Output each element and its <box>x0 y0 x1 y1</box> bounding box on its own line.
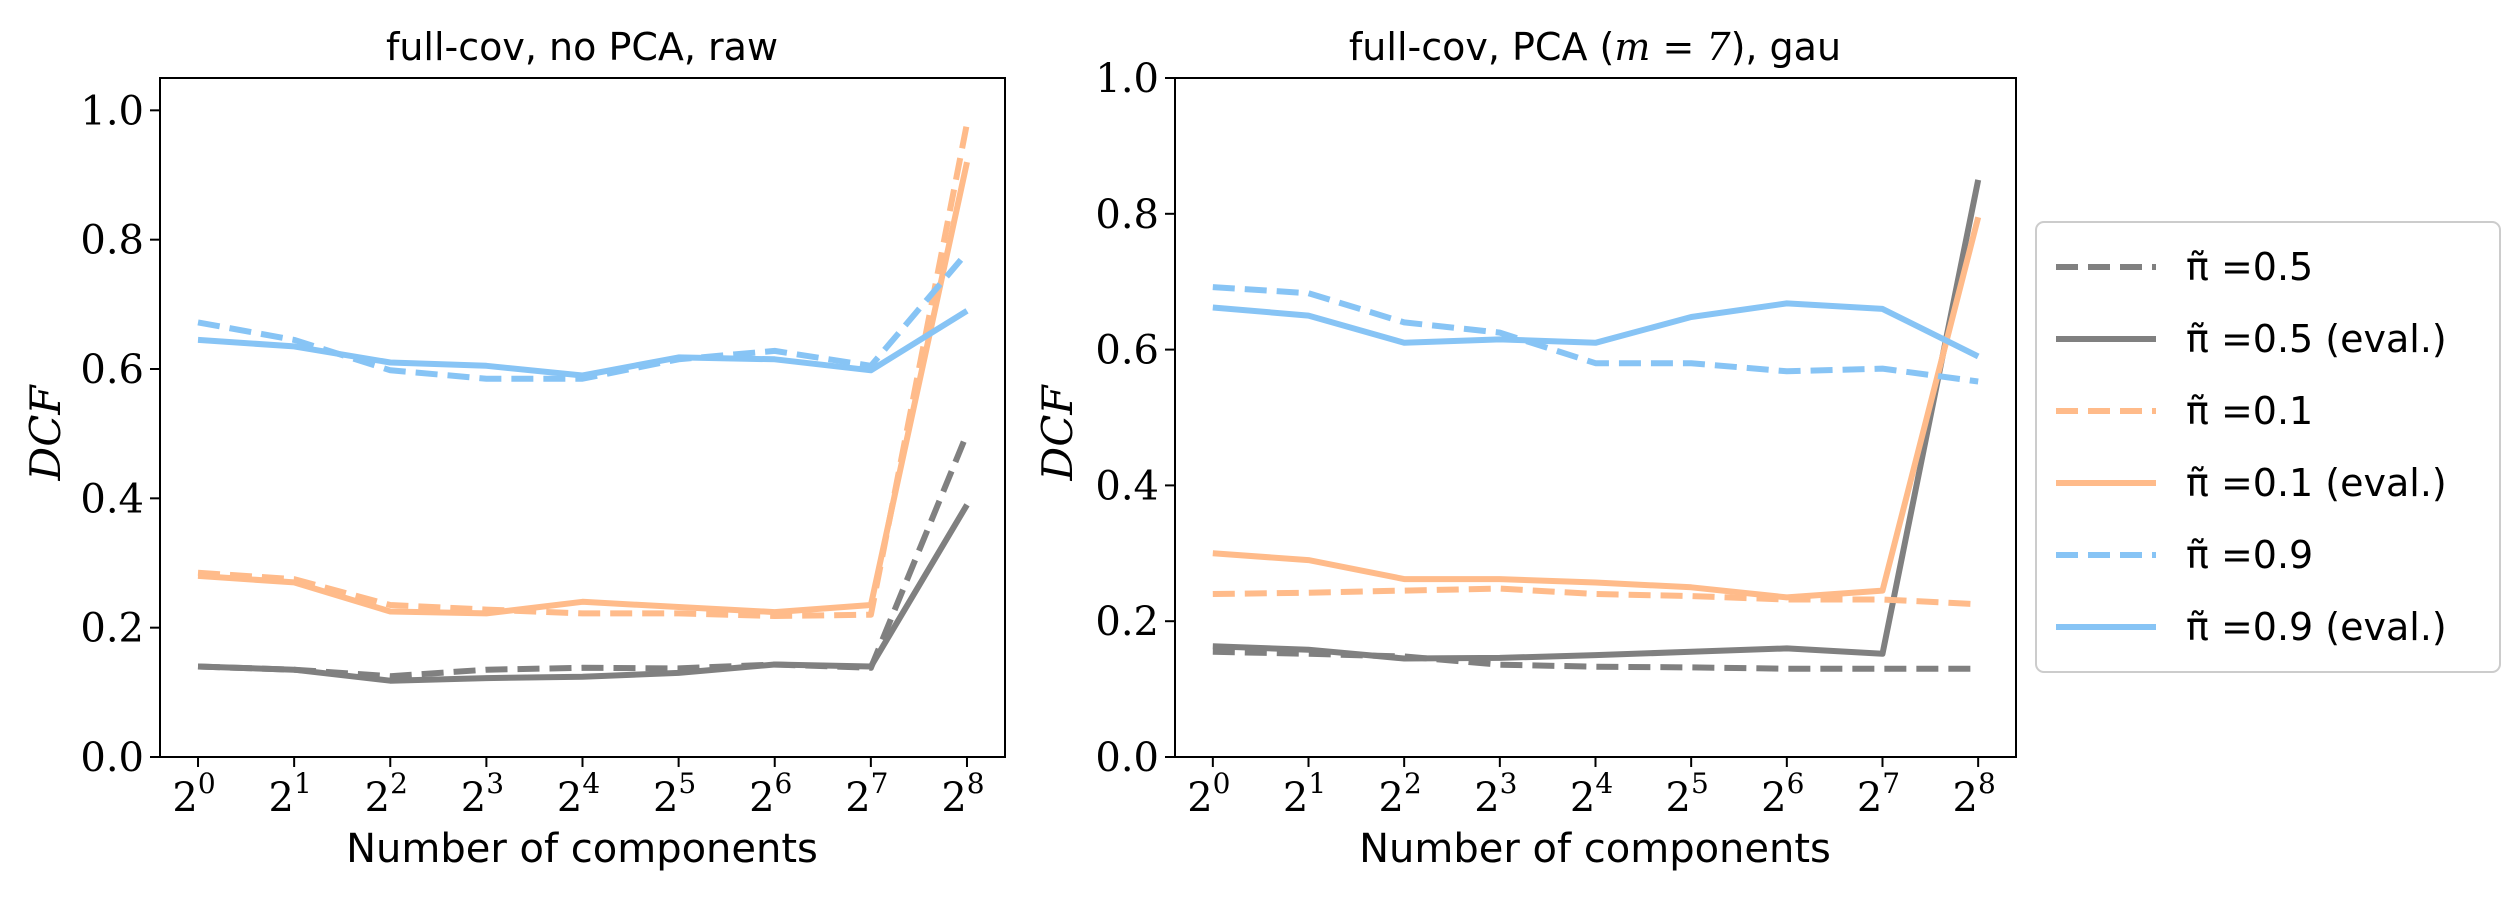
x-tick-label: 22 <box>365 767 408 821</box>
series-line-0-4 <box>197 250 970 382</box>
legend-label-2: π̃ =0.1 <box>2186 389 2313 433</box>
y-axis-label-right: DCF <box>1033 384 1082 482</box>
x-tick-label: 22 <box>1379 767 1422 821</box>
title-prefix: full-cov, PCA ( <box>1349 25 1614 69</box>
chart-panel-right: full-cov, PCA (m = 7), gau DCF Number of… <box>1033 25 2017 872</box>
series-line-0-1 <box>197 503 970 684</box>
y-tick-label: 0.6 <box>1095 328 1159 374</box>
series-line-1-1 <box>1212 179 1982 662</box>
legend-label-5: π̃ =0.9 (eval.) <box>2186 605 2447 649</box>
chart-title-right: full-cov, PCA (m = 7), gau <box>1349 25 1841 69</box>
chart-title-left: full-cov, no PCA, raw <box>386 25 778 69</box>
x-tick-label: 25 <box>653 767 696 821</box>
legend-frame <box>2035 221 2501 673</box>
series-line-1-3 <box>1212 216 1982 601</box>
x-tick-label: 28 <box>1953 767 1996 821</box>
series-line-1-4 <box>1212 284 1979 385</box>
legend-label-4: π̃ =0.9 <box>2186 533 2313 577</box>
y-tick-label: 0.2 <box>80 606 144 652</box>
series-line-0-2 <box>197 122 970 619</box>
series-line-1-5 <box>1212 300 1980 360</box>
series-line-0-5 <box>197 308 969 379</box>
title-math: m = 7 <box>1614 25 1731 69</box>
x-tick-label: 25 <box>1666 767 1709 821</box>
chart-panel-left: full-cov, no PCA, raw DCF Number of comp… <box>21 25 1006 872</box>
x-tick-label: 28 <box>941 767 984 821</box>
x-tick-label: 20 <box>172 767 215 821</box>
y-axis-label-left: DCF <box>21 384 70 482</box>
y-tick-label: 0.8 <box>1095 192 1159 238</box>
x-axis-label-right: Number of components <box>1359 826 1831 872</box>
x-tick-label: 21 <box>269 767 312 821</box>
title-suffix: ), gau <box>1731 25 1841 69</box>
x-tick-label: 24 <box>1570 767 1613 821</box>
x-axis-label-left: Number of components <box>346 826 818 872</box>
y-tick-label: 0.8 <box>80 218 144 264</box>
x-tick-label: 27 <box>845 767 888 821</box>
y-tick-label: 0.6 <box>80 347 144 393</box>
series-line-0-3 <box>197 161 970 617</box>
y-tick-label: 1.0 <box>1095 56 1159 102</box>
x-tick-label: 27 <box>1857 767 1900 821</box>
y-tick-label: 0.0 <box>1095 735 1159 781</box>
y-tick-label: 0.4 <box>1095 463 1159 509</box>
legend-label-0: π̃ =0.5 <box>2186 245 2313 289</box>
x-tick-label: 24 <box>557 767 600 821</box>
y-tick-label: 0.4 <box>80 476 144 522</box>
legend-label-3: π̃ =0.1 (eval.) <box>2186 461 2447 505</box>
y-tick-label: 0.2 <box>1095 599 1159 645</box>
legend-label-1: π̃ =0.5 (eval.) <box>2186 317 2447 361</box>
x-tick-label: 23 <box>1474 767 1517 821</box>
legend: π̃ =0.5 π̃ =0.5 (eval.) π̃ =0.1 π̃ =0.1 (ev… <box>2035 221 2501 673</box>
x-tick-label: 26 <box>1761 767 1804 821</box>
x-tick-label: 21 <box>1283 767 1326 821</box>
x-tick-label: 26 <box>749 767 792 821</box>
x-tick-label: 20 <box>1187 767 1230 821</box>
series-line-0-0 <box>197 432 970 680</box>
y-tick-label: 1.0 <box>80 88 144 134</box>
y-tick-label: 0.0 <box>80 735 144 781</box>
x-tick-label: 23 <box>461 767 504 821</box>
